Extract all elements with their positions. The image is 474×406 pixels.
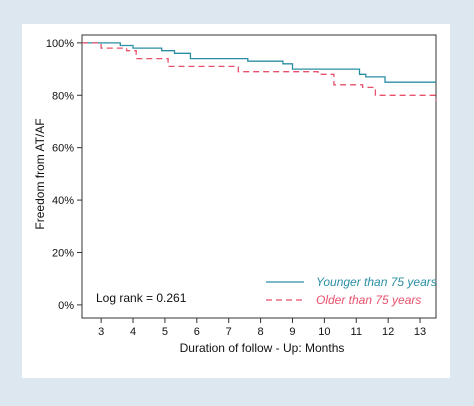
y-tick-label: 100% [46, 38, 74, 50]
x-tick-label: 7 [226, 326, 232, 338]
x-tick-label: 10 [318, 326, 330, 338]
x-tick-label: 4 [130, 326, 136, 338]
y-tick-label: 60% [52, 143, 74, 155]
legend-label-younger: Younger than 75 years [316, 275, 437, 289]
plot-area-frame [81, 34, 437, 319]
y-tick-label: 80% [52, 90, 74, 102]
y-axis-title: Freedom from AT/AF [33, 118, 47, 229]
x-axis-title: Duration of follow - Up: Months [180, 341, 345, 355]
x-tick-label: 8 [258, 326, 264, 338]
x-tick-label: 3 [98, 326, 104, 338]
y-tick-label: 40% [52, 195, 74, 207]
legend-label-older: Older than 75 years [316, 293, 421, 307]
x-tick-label: 5 [162, 326, 168, 338]
plot-layer: 0% 20% 40% 60% 80% 100% 3 4 5 6 7 8 9 10 11 12 13 [46, 34, 437, 338]
y-tick-label: 0% [58, 300, 74, 312]
y-tick-label: 20% [52, 247, 74, 259]
x-tick-label: 9 [289, 326, 295, 338]
x-tick-label: 13 [414, 326, 426, 338]
x-tick-label: 12 [382, 326, 394, 338]
legend: Younger than 75 years Older than 75 year… [266, 275, 437, 307]
chart-panel [22, 24, 450, 378]
series-line-older [82, 42, 437, 101]
log-rank-annotation: Log rank = 0.261 [96, 291, 187, 305]
x-tick-label: 6 [194, 326, 200, 338]
series-line-younger [82, 42, 436, 83]
x-tick-label: 11 [351, 326, 362, 338]
